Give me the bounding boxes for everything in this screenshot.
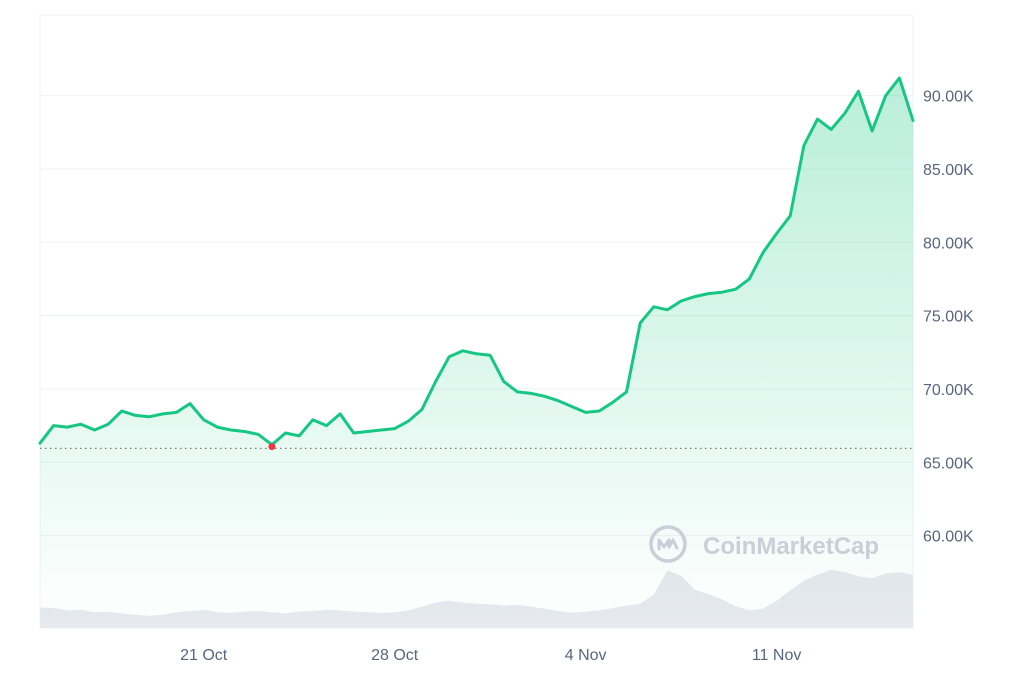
- y-tick-label: 80.00K: [923, 235, 974, 252]
- watermark: CoinMarketCap: [649, 525, 879, 563]
- x-tick-label: 4 Nov: [565, 647, 607, 664]
- low-marker: [268, 443, 276, 451]
- coinmarketcap-logo-icon: [649, 525, 687, 563]
- price-area-fill: [40, 78, 913, 629]
- y-tick-label: 85.00K: [923, 162, 974, 179]
- x-tick-label: 21 Oct: [180, 647, 228, 664]
- y-tick-label: 70.00K: [923, 382, 974, 399]
- y-tick-label: 60.00K: [923, 529, 974, 546]
- y-tick-label: 65.00K: [923, 455, 974, 472]
- price-area: [40, 78, 913, 629]
- y-axis: 60.00K 65.00K 70.00K 75.00K 80.00K 85.00K 90.0…: [923, 89, 974, 546]
- watermark-text: CoinMarketCap: [703, 533, 879, 560]
- price-line: [38, 76, 915, 447]
- x-axis: 21 Oct 28 Oct 4 Nov 11 Nov: [180, 647, 801, 664]
- y-tick-label: 75.00K: [923, 309, 974, 326]
- price-series-line: [38, 76, 915, 447]
- x-tick-label: 28 Oct: [371, 647, 419, 664]
- y-tick-label: 90.00K: [923, 89, 974, 106]
- x-tick-label: 11 Nov: [752, 647, 802, 664]
- low-point-marker: [268, 443, 276, 451]
